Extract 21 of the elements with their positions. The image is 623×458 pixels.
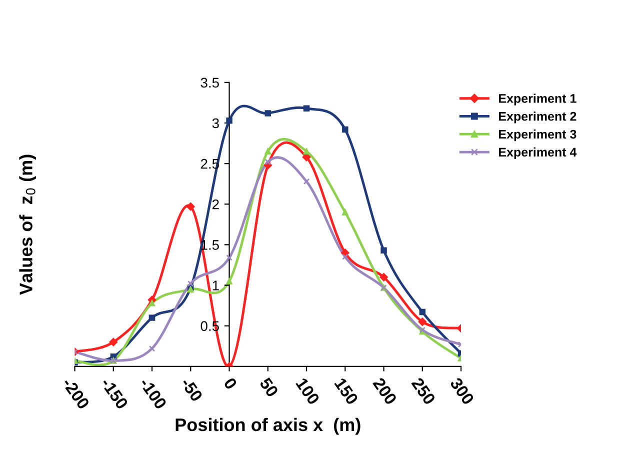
y-tick-label: 1 [212,280,219,290]
y-tick-label: 2 [212,199,219,210]
x-tick-label: -200 [62,376,90,410]
x-tick-label: 100 [295,377,320,406]
x-tick-label: 300 [450,376,475,406]
x-tick-label: 50 [259,376,279,398]
legend-label: Experiment 2 [499,112,576,124]
x-tick-label: 250 [411,376,436,406]
x-tick-label: -150 [100,376,129,410]
y-tick-label: 3.5 [200,78,219,88]
x-tick-label: -100 [139,376,168,410]
x-tick-label: -50 [180,376,204,402]
legend-label: Experiment 1 [499,94,576,106]
legend-label: Experiment 4 [499,147,577,160]
y-axis-title: Values of z$_{0}$ (m) [19,154,36,295]
x-tick-label: 150 [334,377,359,406]
y-tick-label: 3 [212,118,219,128]
x-tick-label: 0 [223,376,238,390]
x-axis-title: Position of axis x (m) [176,418,360,435]
legend-label: Experiment 3 [499,129,576,142]
x-tick-label: 200 [372,376,398,406]
